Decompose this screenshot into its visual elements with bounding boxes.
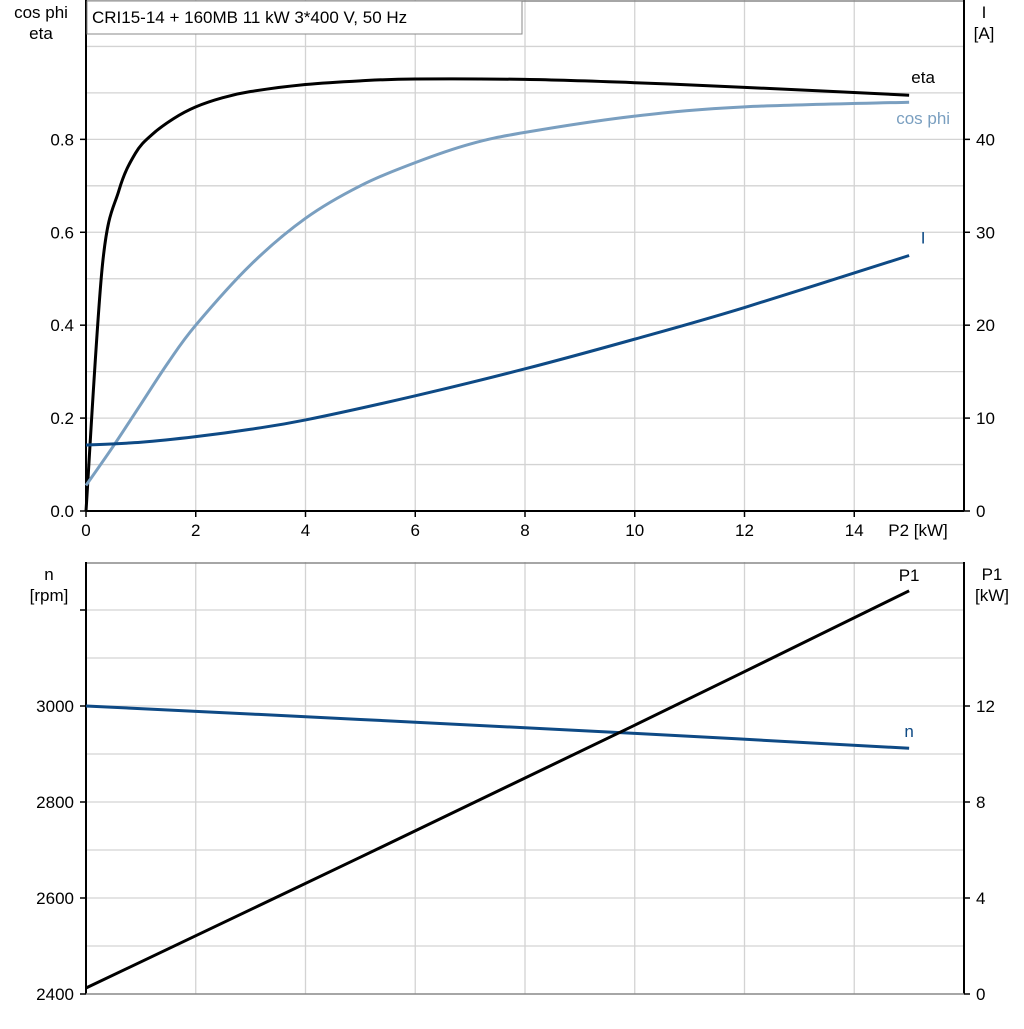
series-line-P1 [85, 589, 910, 990]
y-right-tick-label: 4 [976, 889, 985, 908]
series-label: P1 [899, 566, 920, 585]
y-left-tick-label: 3000 [36, 697, 74, 716]
y-left-tick-label: 2400 [36, 985, 74, 1004]
x-tick-label: 10 [625, 521, 644, 540]
series-label: cos phi [896, 109, 950, 128]
y-right-label: I [982, 3, 987, 22]
y-right-tick-label: 30 [976, 223, 995, 242]
series-line-cos-phi [84, 100, 910, 487]
x-tick-label: 12 [735, 521, 754, 540]
y-left-label: [rpm] [30, 586, 69, 605]
chart-panel-1: 0.0 0.2 0.4 0.6 0.8 0 10 20 30 40 0 2 4 6 8 10 12 14 P2 [k… [14, 0, 995, 540]
x-tick-label: 2 [191, 521, 200, 540]
y-right-tick-label: 0 [976, 985, 985, 1004]
y-left-label: eta [29, 24, 53, 43]
y-right-tick-label: 12 [976, 697, 995, 716]
y-right-label: [kW] [975, 586, 1009, 605]
x-tick-label: 6 [411, 521, 420, 540]
x-tick-label: 0 [81, 521, 90, 540]
y-left-tick-label: 2600 [36, 889, 74, 908]
y-right-label: [A] [974, 24, 995, 43]
chart-title: CRI15-14 + 160MB 11 kW 3*400 V, 50 Hz [92, 8, 407, 27]
x-tick-label: 4 [301, 521, 310, 540]
series-line-I [85, 254, 910, 447]
x-tick-label: 8 [520, 521, 529, 540]
y-left-tick-label: 0.8 [50, 130, 74, 149]
x-tick-label: 14 [845, 521, 864, 540]
y-left-tick-label: 0.2 [50, 409, 74, 428]
y-right-tick-label: 20 [976, 316, 995, 335]
chart-panel-2: 2400 2600 2800 3000 0 4 8 12 n [rpm] P1 [kW] n P1 [30, 562, 1009, 1004]
y-left-tick-label: 0.6 [50, 223, 74, 242]
series-line-eta [84, 77, 910, 512]
y-right-tick-label: 0 [976, 502, 985, 521]
y-right-tick-label: 40 [976, 130, 995, 149]
y-right-tick-label: 8 [976, 793, 985, 812]
y-left-label: n [44, 565, 53, 584]
series-label: eta [911, 68, 935, 87]
y-left-tick-label: 0.0 [50, 502, 74, 521]
y-left-tick-label: 2800 [36, 793, 74, 812]
series-label: I [921, 229, 926, 248]
y-right-tick-label: 10 [976, 409, 995, 428]
y-left-label: cos phi [14, 3, 68, 22]
x-axis-label: P2 [kW] [888, 521, 948, 540]
y-left-tick-label: 0.4 [50, 316, 74, 335]
title-box [86, 0, 523, 35]
y-right-label: P1 [982, 565, 1003, 584]
series-label: n [904, 722, 913, 741]
series-line-n [85, 704, 910, 750]
